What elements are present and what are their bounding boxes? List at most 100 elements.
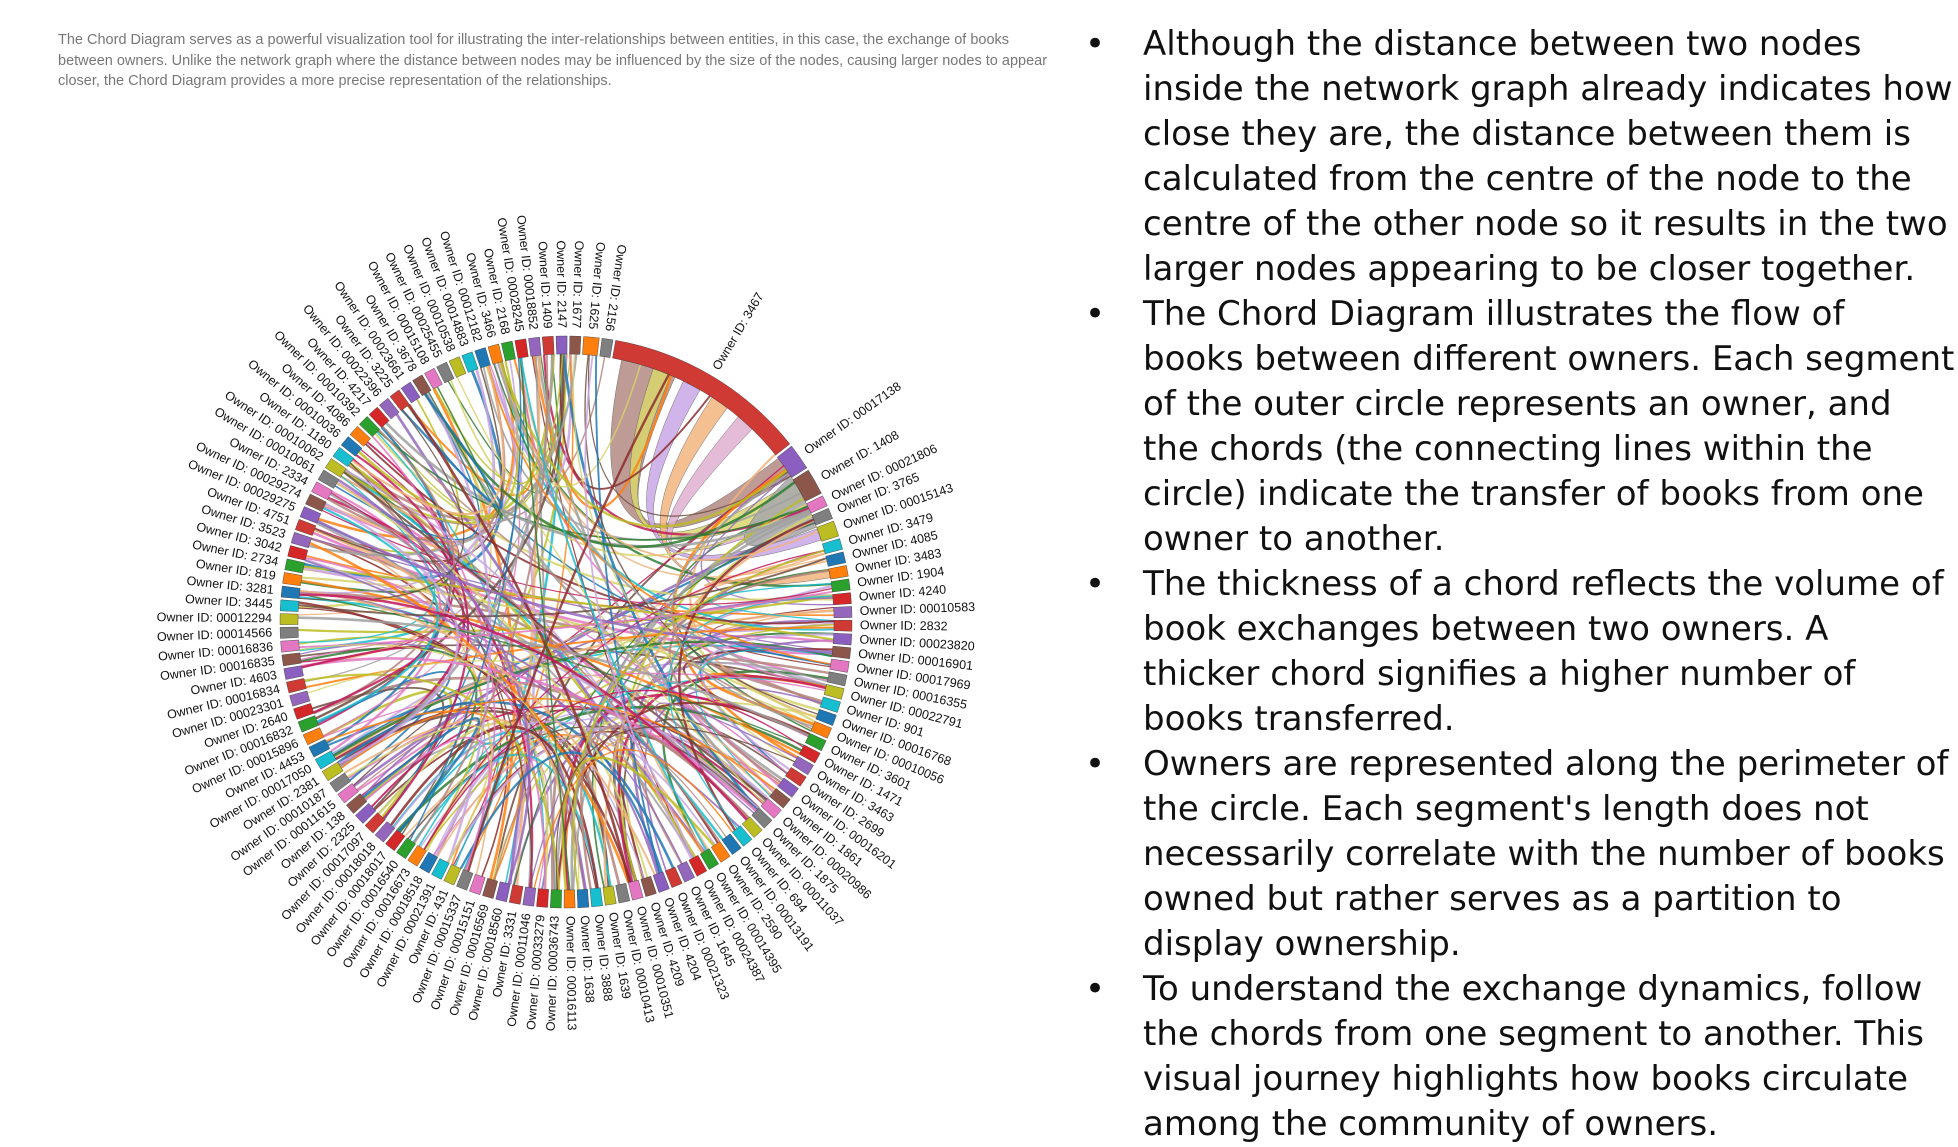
owner-arc[interactable] — [699, 848, 719, 870]
owner-arc[interactable] — [508, 884, 524, 905]
owner-arc[interactable] — [308, 739, 331, 758]
owner-arc[interactable] — [419, 851, 438, 874]
owner-arc[interactable] — [563, 889, 576, 909]
owner-arc[interactable] — [599, 338, 614, 358]
owner-arc[interactable] — [279, 613, 299, 625]
owner-arc[interactable] — [431, 858, 450, 880]
owner-arc[interactable] — [299, 506, 322, 524]
owner-arc[interactable] — [443, 864, 462, 886]
owner-arc[interactable] — [822, 538, 843, 555]
owner-arc[interactable] — [469, 873, 486, 895]
owner-arc[interactable] — [456, 869, 474, 891]
owner-arc[interactable] — [832, 592, 852, 606]
owner-arc[interactable] — [688, 854, 708, 877]
owner-arc[interactable] — [602, 885, 617, 906]
owner-arc[interactable] — [287, 545, 309, 561]
owner-arc[interactable] — [293, 703, 315, 720]
owner-arc[interactable] — [811, 507, 833, 526]
owner-arc[interactable] — [582, 336, 600, 357]
owner-arc[interactable] — [676, 861, 695, 883]
owner-arc[interactable] — [810, 721, 832, 739]
owner-arc[interactable] — [368, 406, 390, 428]
owner-arc[interactable] — [280, 639, 300, 653]
owner-arc[interactable] — [555, 335, 568, 355]
owner-arc[interactable] — [282, 572, 303, 587]
owner-arc[interactable] — [340, 436, 363, 457]
owner-arc[interactable] — [436, 361, 455, 384]
owner-arc[interactable] — [589, 887, 603, 908]
owner-arc[interactable] — [424, 367, 443, 390]
owner-arc[interactable] — [830, 578, 851, 593]
owner-arc[interactable] — [461, 351, 479, 373]
owner-arc[interactable] — [364, 812, 386, 834]
owner-arc[interactable] — [305, 493, 327, 512]
owner-arc[interactable] — [751, 807, 773, 829]
owner-arc[interactable] — [407, 844, 427, 867]
owner-arc[interactable] — [359, 416, 380, 438]
owner-arc[interactable] — [792, 756, 814, 776]
owner-arc[interactable] — [825, 551, 847, 567]
owner-arc[interactable] — [805, 733, 827, 752]
owner-arc[interactable] — [346, 793, 368, 814]
owner-arc[interactable] — [379, 397, 400, 420]
owner-arc[interactable] — [495, 881, 511, 902]
owner-arc[interactable] — [823, 684, 845, 700]
owner-arc[interactable] — [576, 888, 590, 908]
owner-arc[interactable] — [412, 374, 432, 397]
owner-arc[interactable] — [487, 343, 504, 365]
owner-arc[interactable] — [400, 381, 421, 404]
owner-arc[interactable] — [314, 750, 337, 770]
owner-arc[interactable] — [550, 889, 562, 909]
owner-arc[interactable] — [777, 445, 808, 478]
owner-arc[interactable] — [374, 821, 396, 843]
owner-arc[interactable] — [297, 715, 319, 733]
owner-arc[interactable] — [355, 803, 377, 824]
owner-arc[interactable] — [280, 585, 301, 599]
owner-arc[interactable] — [829, 658, 850, 673]
owner-arc[interactable] — [815, 709, 837, 726]
owner-arc[interactable] — [806, 495, 828, 514]
owner-arc[interactable] — [321, 761, 344, 782]
owner-arc[interactable] — [349, 425, 371, 447]
owner-arc[interactable] — [760, 798, 782, 819]
owner-arc[interactable] — [522, 886, 537, 907]
owner-arc[interactable] — [317, 469, 340, 489]
owner-arc[interactable] — [777, 777, 799, 798]
owner-arc[interactable] — [826, 671, 848, 687]
owner-arc[interactable] — [831, 645, 852, 660]
owner-arc[interactable] — [474, 347, 491, 369]
owner-arc[interactable] — [833, 619, 853, 632]
owner-arc[interactable] — [448, 356, 467, 378]
owner-arc[interactable] — [514, 338, 529, 359]
owner-arc[interactable] — [798, 744, 821, 764]
owner-arc[interactable] — [828, 565, 849, 580]
owner-arc[interactable] — [731, 825, 753, 847]
owner-arc[interactable] — [819, 696, 841, 713]
owner-arc[interactable] — [710, 841, 731, 863]
owner-arc[interactable] — [628, 879, 644, 901]
owner-arc[interactable] — [389, 389, 410, 412]
owner-arc[interactable] — [396, 837, 416, 860]
owner-arc[interactable] — [283, 665, 304, 680]
owner-arc[interactable] — [337, 783, 359, 804]
owner-arc[interactable] — [311, 481, 333, 501]
owner-arc[interactable] — [528, 337, 542, 357]
owner-arc[interactable] — [816, 520, 840, 542]
owner-arc[interactable] — [792, 469, 822, 502]
owner-arc[interactable] — [482, 878, 498, 899]
owner-arc[interactable] — [284, 558, 305, 574]
owner-arc[interactable] — [833, 606, 853, 618]
owner-arc[interactable] — [785, 767, 807, 787]
owner-arc[interactable] — [569, 335, 582, 355]
owner-arc[interactable] — [324, 458, 347, 478]
owner-arc[interactable] — [741, 816, 763, 838]
owner-arc[interactable] — [329, 772, 351, 793]
owner-arc[interactable] — [279, 626, 299, 639]
owner-arc[interactable] — [832, 633, 852, 646]
owner-arc[interactable] — [665, 866, 683, 888]
owner-arc[interactable] — [721, 833, 742, 855]
owner-arc[interactable] — [385, 829, 406, 851]
owner-arc[interactable] — [332, 447, 355, 467]
owner-arc[interactable] — [769, 788, 791, 809]
owner-arc[interactable] — [295, 518, 317, 536]
